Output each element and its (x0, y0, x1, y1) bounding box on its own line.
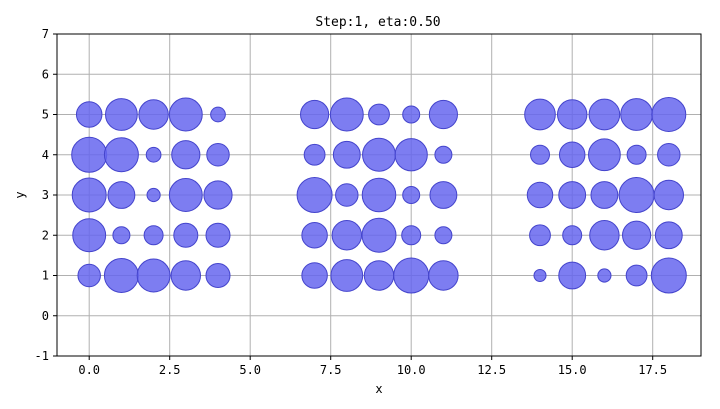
scatter-point (393, 257, 430, 294)
scatter-point (402, 105, 421, 124)
scatter-point (556, 99, 588, 130)
scatter-point (626, 144, 647, 165)
x-tick-label: 12.5 (477, 363, 506, 377)
scatter-point (589, 220, 620, 251)
scatter-point (428, 99, 458, 130)
scatter-point (434, 145, 453, 164)
scatter-point (401, 225, 422, 246)
scatter-point (588, 138, 621, 172)
scatter-point (296, 176, 333, 214)
scatter-point (588, 98, 621, 131)
scatter-point (206, 143, 230, 167)
scatter-point (434, 226, 453, 245)
scatter-point (103, 258, 139, 293)
scatter-point (362, 137, 396, 172)
scatter-point (361, 217, 397, 253)
scatter-point (112, 226, 131, 245)
scatter-point (143, 225, 164, 246)
scatter-point (170, 260, 202, 291)
y-tick-label: 1 (42, 269, 49, 283)
scatter-point (330, 259, 364, 292)
scatter-point (526, 181, 554, 209)
scatter-point (620, 98, 653, 131)
scatter-point (524, 98, 556, 131)
scatter-point (533, 268, 547, 283)
scatter-point (651, 97, 687, 132)
scatter-point (168, 178, 203, 212)
scatter-point (618, 176, 655, 214)
y-tick-label: 6 (42, 67, 49, 81)
x-axis-label: x (375, 382, 382, 396)
x-tick-label: 5.0 (239, 363, 261, 377)
y-tick-label: 4 (42, 148, 49, 162)
scatter-point (597, 268, 612, 283)
scatter-point (368, 103, 390, 126)
scatter-point (650, 257, 687, 294)
scatter-point (71, 177, 107, 213)
scatter-point (332, 140, 361, 169)
scatter-point (429, 181, 458, 209)
scatter-point (171, 140, 201, 170)
x-tick-label: 17.5 (638, 363, 667, 377)
scatter-point (301, 262, 328, 289)
scatter-point (205, 262, 231, 289)
scatter-point (363, 260, 395, 291)
scatter-point (622, 220, 652, 250)
scatter-point (558, 141, 586, 168)
y-tick-label: 3 (42, 188, 49, 202)
scatter-point (558, 261, 587, 290)
scatter-point (75, 101, 103, 128)
y-tick-label: 0 (42, 309, 49, 323)
scatter-point (428, 260, 459, 291)
scatter-point (653, 179, 685, 211)
scatter-point (105, 98, 138, 131)
scatter-point (103, 137, 139, 173)
x-tick-label: 2.5 (159, 363, 181, 377)
scatter-point (145, 146, 162, 163)
y-axis-label: y (13, 191, 27, 198)
scatter-point (205, 222, 231, 248)
scatter-point (301, 222, 328, 249)
scatter-point (173, 222, 199, 248)
scatter-point (402, 186, 421, 204)
scatter-point (654, 221, 683, 250)
scatter-point (562, 225, 583, 246)
scatter-point (529, 224, 551, 247)
scatter-point (300, 99, 330, 130)
scatter-point (138, 99, 169, 130)
scatter-point (146, 187, 161, 203)
scatter-point (657, 143, 681, 167)
scatter-point (394, 138, 428, 172)
scatter-point (331, 220, 363, 251)
y-ticks: -1 0 1 2 3 4 5 6 7 (35, 27, 57, 363)
scatter-point (71, 136, 108, 173)
data-points (71, 97, 687, 294)
scatter-point (329, 97, 364, 132)
scatter-point (107, 181, 136, 209)
x-tick-label: 7.5 (320, 363, 342, 377)
scatter-point (303, 143, 326, 166)
scatter-point (168, 97, 203, 132)
scatter-point (72, 218, 107, 253)
scatter-point (203, 180, 233, 210)
x-tick-label: 0.0 (78, 363, 100, 377)
x-ticks: 0.0 2.5 5.0 7.5 10.0 12.5 15.0 17.5 (78, 356, 667, 377)
scatter-point (530, 144, 550, 165)
x-tick-label: 15.0 (558, 363, 587, 377)
y-tick-label: -1 (35, 349, 49, 363)
scatter-point (335, 183, 359, 207)
y-tick-label: 7 (42, 27, 49, 41)
scatter-point (625, 264, 648, 287)
scatter-point (590, 181, 619, 209)
scatter-point (361, 177, 397, 213)
x-tick-label: 10.0 (397, 363, 426, 377)
scatter-point (210, 106, 226, 123)
scatter-point (136, 258, 171, 293)
scatter-point (77, 263, 101, 288)
scatter-point (558, 181, 587, 209)
y-tick-label: 5 (42, 108, 49, 122)
chart-title: Step:1, eta:0.50 (315, 15, 440, 30)
y-tick-label: 2 (42, 228, 49, 242)
